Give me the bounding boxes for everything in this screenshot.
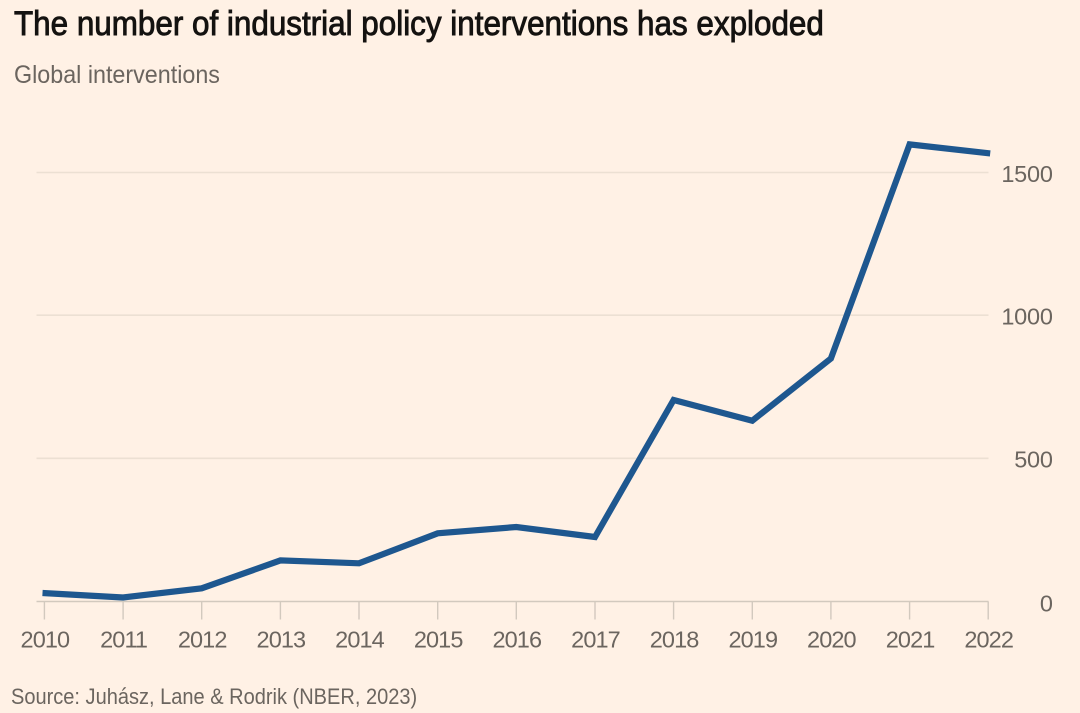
svg-text:2010: 2010 xyxy=(21,627,71,653)
svg-text:2011: 2011 xyxy=(100,627,147,653)
svg-text:0: 0 xyxy=(1040,591,1053,617)
svg-text:2014: 2014 xyxy=(335,627,385,653)
svg-text:2016: 2016 xyxy=(492,627,542,653)
svg-text:2020: 2020 xyxy=(807,627,857,653)
svg-text:2022: 2022 xyxy=(964,627,1013,653)
svg-text:2012: 2012 xyxy=(178,627,227,653)
svg-text:2021: 2021 xyxy=(886,627,935,653)
svg-text:1000: 1000 xyxy=(1001,304,1053,330)
svg-text:2017: 2017 xyxy=(571,627,620,653)
svg-text:2015: 2015 xyxy=(414,627,464,653)
svg-text:1500: 1500 xyxy=(1001,161,1053,187)
svg-text:2013: 2013 xyxy=(257,627,307,653)
svg-text:500: 500 xyxy=(1014,447,1053,473)
svg-text:2018: 2018 xyxy=(650,627,700,653)
svg-text:2019: 2019 xyxy=(728,627,777,653)
